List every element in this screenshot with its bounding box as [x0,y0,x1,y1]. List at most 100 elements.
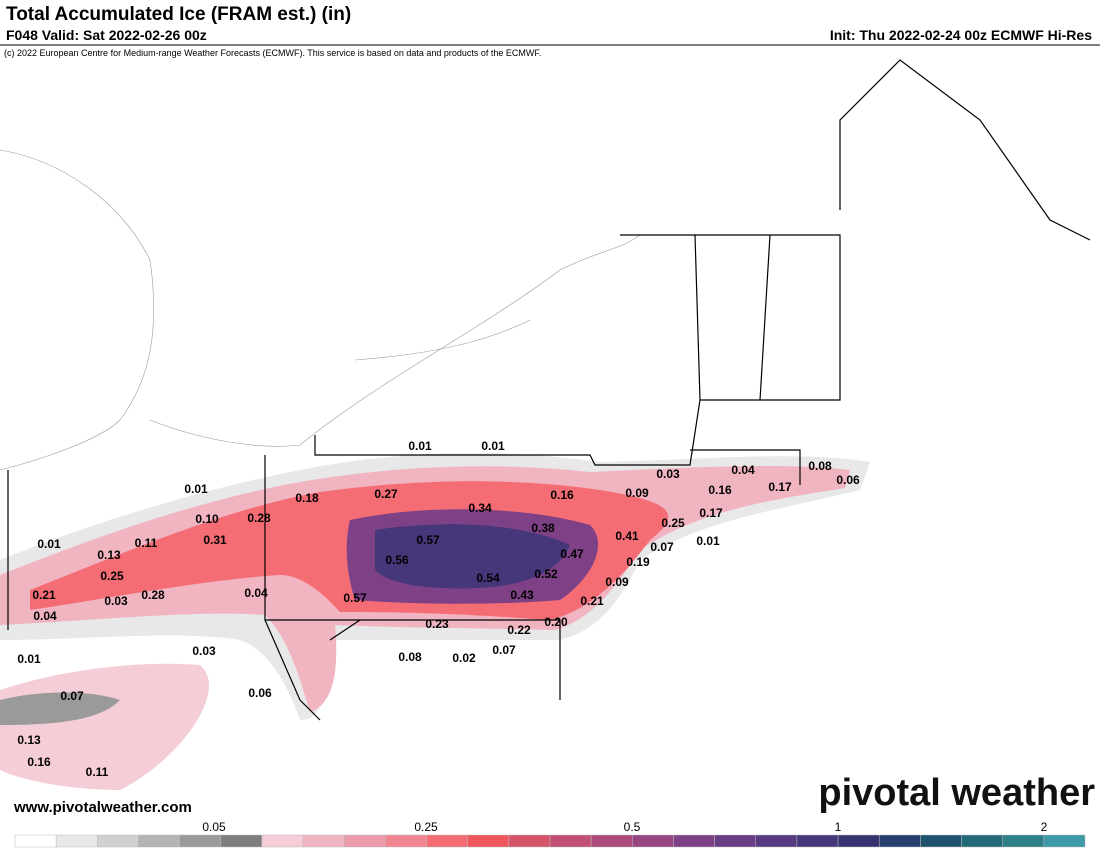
point-label: 0.09 [625,486,649,500]
point-label: 0.41 [615,529,639,543]
map [0,59,1091,790]
point-label: 0.06 [248,686,272,700]
colorbar-swatch [426,834,468,848]
colorbar-tick-label: 1 [835,820,842,834]
point-label: 0.11 [86,765,109,779]
logo: pivotal weather [818,772,1095,814]
point-label: 0.38 [531,521,555,535]
colorbar-swatch [261,834,304,848]
copyright: (c) 2022 European Centre for Medium-rang… [4,48,541,58]
colorbar-swatch [673,834,715,848]
point-label: 0.04 [731,463,755,477]
colorbar-swatch [343,834,386,848]
title: Total Accumulated Ice (FRAM est.) (in) [6,4,351,25]
point-label: 0.57 [416,533,440,547]
point-label: 0.17 [768,480,792,494]
point-label: 0.04 [33,609,57,623]
point-label: 0.07 [650,540,674,554]
colorbar-swatch [508,834,551,848]
point-label: 0.08 [808,459,832,473]
shade-gray [0,692,120,725]
point-label: 0.27 [374,487,398,501]
state-border [695,234,841,401]
header-bg [0,0,1100,44]
point-label: 0.07 [60,689,84,703]
colorbar-swatch [55,834,98,848]
point-label: 0.01 [17,652,41,666]
point-label: 0.23 [425,617,449,631]
colorbar-tick-label: 0.25 [414,820,438,834]
point-label: 0.01 [481,439,505,453]
lake-shore [149,234,641,447]
point-label: 0.08 [398,650,422,664]
point-label: 0.57 [343,591,367,605]
colorbar-swatch [138,834,180,848]
colorbar-swatch [467,834,510,848]
point-label: 0.18 [295,491,319,505]
point-label: 0.16 [27,755,51,769]
colorbar-tick-label: 2 [1041,820,1048,834]
point-label: 0.16 [708,483,732,497]
colorbar-swatch [302,834,345,848]
state-border [7,470,361,721]
point-label: 0.04 [244,586,268,600]
colorbar-swatch [220,834,263,848]
point-label: 0.03 [192,644,216,658]
point-label: 0.52 [534,567,558,581]
colorbar-swatch [878,834,921,848]
init-time: Init: Thu 2022-02-24 00z ECMWF Hi-Res [830,27,1092,43]
point-label: 0.06 [836,473,860,487]
state-border [839,59,1091,241]
shade-dark [375,524,570,589]
point-label: 0.28 [141,588,165,602]
colorbar-swatch [549,834,592,848]
point-label: 0.03 [656,467,680,481]
point-label: 0.25 [100,569,124,583]
point-label: 0.10 [195,512,219,526]
colorbar-swatch [796,834,839,848]
point-label: 0.01 [696,534,720,548]
colorbar-tick-label: 0.05 [202,820,226,834]
point-label: 0.54 [476,571,500,585]
point-label: 0.56 [385,553,409,567]
valid-time: F048 Valid: Sat 2022-02-26 00z [6,27,207,43]
point-labels: 0.01 0.01 0.03 0.04 0.08 0.06 0.01 0.18 0.27 0.16… [17,439,860,779]
lake-shore [0,149,154,471]
colorbar-tick-label: 0.5 [624,820,641,834]
point-label: 0.19 [626,555,650,569]
point-label: 0.31 [203,533,227,547]
state-border [314,234,701,466]
point-label: 0.28 [247,511,271,525]
point-label: 0.47 [560,547,584,561]
point-label: 0.17 [699,506,723,520]
point-label: 0.03 [104,594,128,608]
colorbar-swatch [755,834,798,848]
point-label: 0.21 [32,588,56,602]
colorbar-swatch [837,834,880,848]
point-label: 0.16 [550,488,574,502]
colorbar-swatch [14,834,57,848]
colorbar-swatch [920,834,962,848]
point-label: 0.13 [17,733,41,747]
point-label: 0.21 [580,594,604,608]
point-label: 0.01 [37,537,61,551]
point-label: 0.01 [184,482,208,496]
point-label: 0.02 [452,651,476,665]
point-label: 0.13 [97,548,121,562]
website: www.pivotalweather.com [13,799,192,816]
point-label: 0.11 [135,536,158,550]
point-label: 0.25 [661,516,685,530]
colorbar-swatch [1043,834,1086,848]
colorbar: 0.05 0.25 0.5 1 2 [14,820,1086,848]
state-border [264,455,561,700]
point-label: 0.20 [544,615,568,629]
colorbar-swatch [714,834,757,848]
point-label: 0.09 [605,575,629,589]
lake-shore [354,319,531,361]
colorbar-swatch [179,834,222,848]
point-label: 0.43 [510,588,534,602]
colorbar-swatch [97,834,139,848]
colorbar-swatch [961,834,1003,848]
point-label: 0.34 [468,501,492,515]
